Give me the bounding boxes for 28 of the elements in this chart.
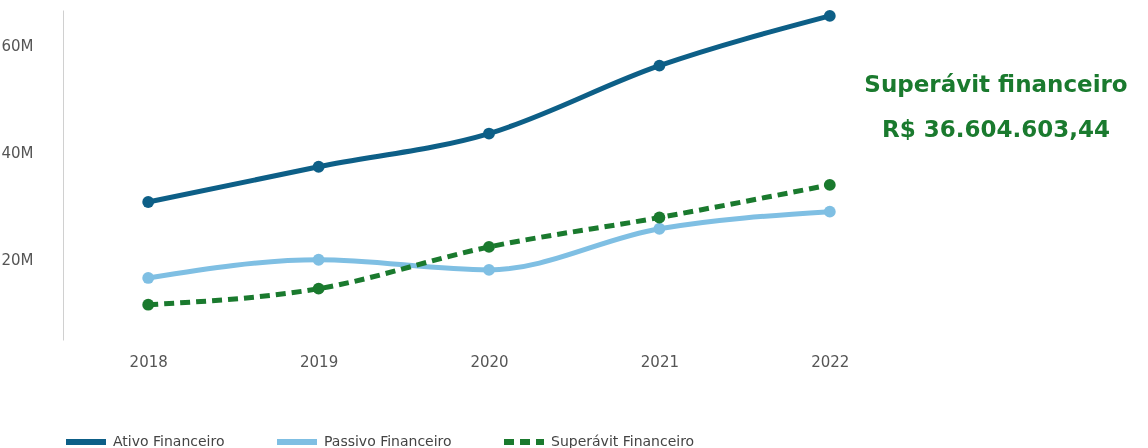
annotation: Superávit financeiro — [864, 71, 1128, 97]
point — [653, 211, 666, 224]
point — [653, 222, 666, 235]
x-tick-label: 2018 — [129, 352, 168, 371]
point — [653, 59, 666, 72]
legend-label: Ativo Financeiro — [113, 433, 225, 448]
point — [823, 178, 836, 191]
point — [312, 282, 325, 295]
x-tick-label: 2021 — [640, 352, 679, 371]
annotation: R$ 36.604.603,44 — [882, 116, 1110, 142]
point — [483, 127, 495, 140]
point — [312, 160, 325, 173]
x-tick-label: 2022 — [811, 352, 850, 371]
legend-label: Superávit Financeiro — [551, 433, 695, 448]
point — [483, 241, 495, 253]
y-tick-label: 40M — [1, 144, 34, 163]
y-tick-label: 20M — [1, 251, 34, 270]
point — [142, 298, 155, 311]
point — [823, 205, 836, 218]
point — [823, 9, 836, 22]
point — [312, 253, 325, 266]
x-tick-label: 2020 — [470, 352, 509, 371]
point — [483, 264, 495, 276]
y-tick-label: 60M — [1, 37, 34, 56]
point — [142, 196, 155, 208]
point — [142, 272, 155, 284]
x-tick-label: 2019 — [300, 352, 339, 371]
legend-label: Passivo Financeiro — [324, 433, 452, 448]
